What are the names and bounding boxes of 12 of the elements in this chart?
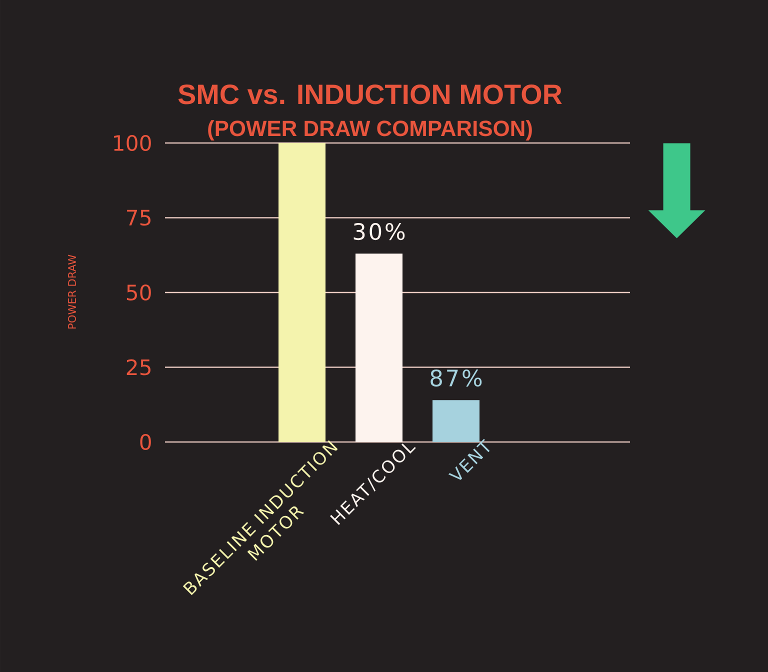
chart-subtitle: (POWER DRAW COMPARISON) [208, 120, 532, 141]
bar [356, 254, 403, 442]
bar [278, 142, 326, 442]
y-tick-label: 50 [126, 284, 151, 301]
y-tick-label: 75 [127, 210, 150, 226]
y-axis-title: POWER DRAW [68, 254, 76, 328]
y-tick-label: 0 [140, 434, 151, 450]
annotation: 87% [430, 369, 482, 387]
chart-title: SMC vs. INDUCTION MOTOR [178, 84, 562, 104]
annotation: 30% [354, 222, 405, 240]
y-tick-label: 100 [114, 134, 151, 152]
y-tick-label: 25 [126, 359, 150, 376]
